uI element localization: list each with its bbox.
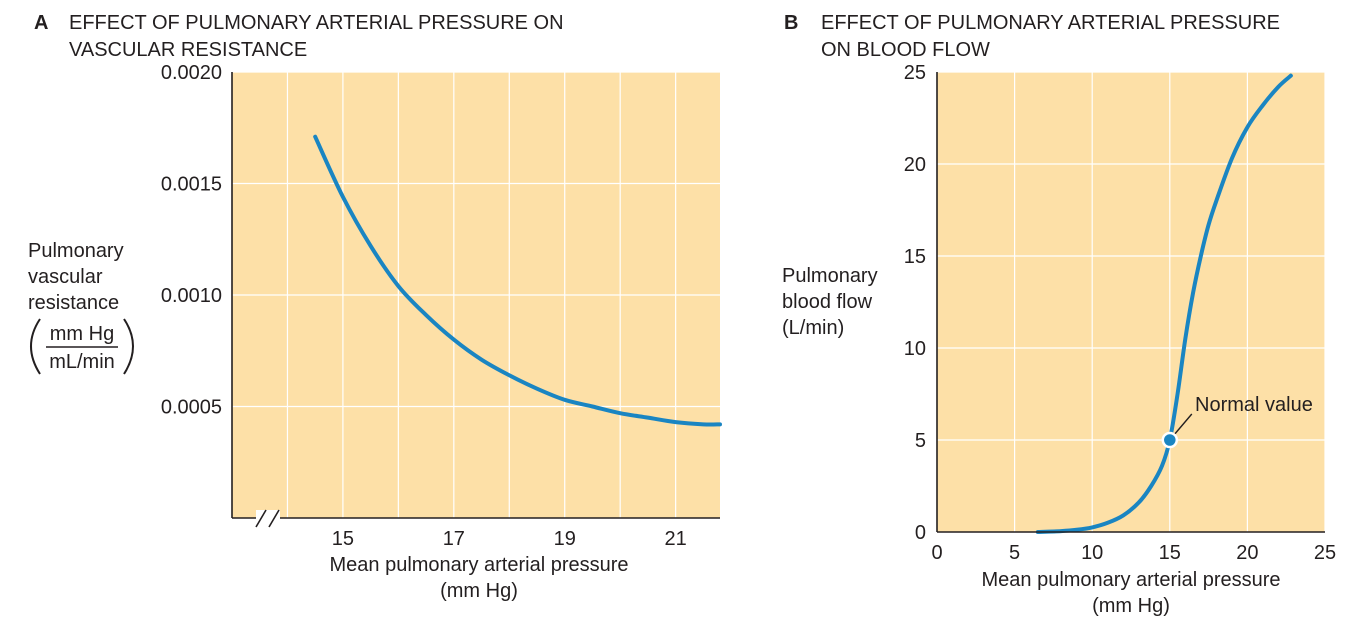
panel-a-curve: [313, 134, 722, 427]
panel-a-unit-numerator: mm Hg: [50, 323, 114, 345]
panel-a-unit-left-paren: [30, 318, 41, 375]
panel-b-y-axis-label-line-2: blood flow: [782, 291, 873, 313]
panel-a-unit-right-paren: [123, 318, 134, 375]
panel-a-x-tick-label: 19: [554, 528, 576, 550]
panel-a-title-line-1: EFFECT OF PULMONARY ARTERIAL PRESSURE ON: [69, 12, 564, 34]
panel-a-y-unit: mm Hg mL/min: [30, 318, 134, 375]
panel-b-curve: [1035, 73, 1293, 534]
panel-a-x-tick-label: 21: [665, 528, 687, 550]
panel-a-axis-break: [255, 509, 280, 528]
panel-a-y-axis-label-line-1: Pulmonary: [28, 240, 124, 262]
panel-a-x-tick-label: 15: [332, 528, 354, 550]
panel-b-x-tick-label: 0: [931, 542, 942, 564]
panel-a-y-axis-label-line-3: resistance: [28, 292, 119, 314]
panel-a-x-tick-label: 17: [443, 528, 465, 550]
panel-b-y-tick-label: 25: [904, 62, 926, 84]
panel-b-y-tick-label: 0: [915, 522, 926, 544]
panel-b-title-line-2: ON BLOOD FLOW: [821, 39, 990, 61]
panel-a-grid: [232, 71, 720, 518]
panel-a-y-tick-label: 0.0010: [161, 285, 222, 307]
panel-b-x-tick-label: 15: [1159, 542, 1181, 564]
panel-b-x-tick-label: 10: [1081, 542, 1103, 564]
panel-b: B EFFECT OF PULMONARY ARTERIAL PRESSURE …: [782, 12, 1336, 617]
panel-a-letter: A: [34, 12, 48, 34]
panel-b-y-tick-label: 15: [904, 246, 926, 268]
panel-b-y-axis-label-line-3: (L/min): [782, 317, 844, 339]
panel-b-y-tick-label: 10: [904, 338, 926, 360]
panel-b-plot-area: [937, 72, 1325, 532]
panel-b-x-tick-label: 20: [1236, 542, 1258, 564]
panel-b-y-axis-label-line-1: Pulmonary: [782, 265, 878, 287]
panel-a-unit-denominator: mL/min: [49, 351, 115, 373]
panel-b-annotation-leader: [1174, 413, 1193, 435]
panel-b-y-tick-label: 20: [904, 154, 926, 176]
panel-b-normal-value-marker: [1161, 431, 1179, 449]
panel-b-grid: [937, 71, 1326, 532]
panel-a-y-axis-label-line-2: vascular: [28, 266, 103, 288]
panel-b-y-tick-label: 5: [915, 430, 926, 452]
panel-b-x-axis-label-line-1: Mean pulmonary arterial pressure: [981, 569, 1280, 591]
panel-a-x-axis-label-line-2: (mm Hg): [440, 580, 518, 602]
panel-a-title-line-2: VASCULAR RESISTANCE: [69, 39, 307, 61]
panel-b-annotation-label: Normal value: [1195, 394, 1313, 416]
panel-b-title-line-1: EFFECT OF PULMONARY ARTERIAL PRESSURE: [821, 12, 1280, 34]
panel-a-y-tick-label: 0.0020: [161, 62, 222, 84]
panel-a-y-tick-label: 0.0015: [161, 174, 222, 196]
panel-b-x-axis-label-line-2: (mm Hg): [1092, 595, 1170, 617]
panel-b-x-tick-label: 25: [1314, 542, 1336, 564]
panel-a-x-axis-label-line-1: Mean pulmonary arterial pressure: [329, 554, 628, 576]
panel-a-y-tick-label: 0.0005: [161, 397, 222, 419]
panel-b-letter: B: [784, 12, 798, 34]
panel-b-x-tick-label: 5: [1009, 542, 1020, 564]
panel-a: A EFFECT OF PULMONARY ARTERIAL PRESSURE …: [28, 12, 722, 602]
